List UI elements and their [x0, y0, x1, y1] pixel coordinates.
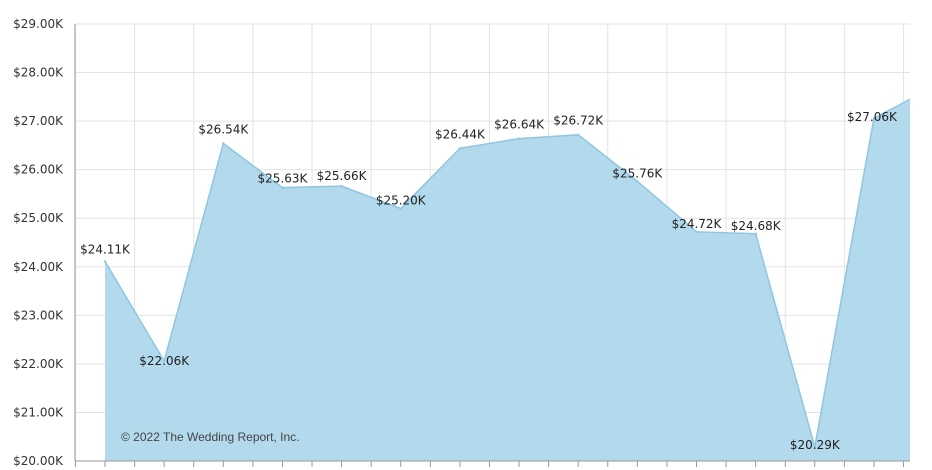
data-point	[577, 133, 580, 136]
data-label: $20.29K	[790, 438, 841, 452]
data-label: $25.63K	[258, 172, 309, 186]
y-tick-label: $27.00K	[13, 114, 64, 128]
area-fill	[105, 99, 910, 461]
data-point	[222, 142, 225, 145]
data-point	[458, 147, 462, 150]
y-tick-label: $20.00K	[13, 454, 64, 468]
y-tick-label: $21.00K	[13, 405, 64, 419]
data-label: $22.06K	[139, 354, 190, 368]
data-point	[340, 184, 343, 188]
data-point	[754, 232, 757, 235]
data-point	[103, 260, 107, 263]
y-tick-label: $23.00K	[13, 308, 64, 322]
data-label: $26.54K	[198, 122, 249, 136]
data-label: $27.06K	[847, 110, 898, 124]
area-layer	[103, 98, 911, 461]
data-point	[636, 180, 639, 183]
data-point	[399, 207, 402, 210]
data-label: $26.72K	[553, 114, 604, 128]
data-point	[517, 137, 521, 140]
data-label: $24.11K	[80, 242, 131, 256]
data-label: $24.68K	[731, 219, 782, 233]
y-tick-label: $22.00K	[13, 357, 64, 371]
data-label: $25.66K	[317, 169, 368, 183]
y-tick-label: $29.00K	[13, 17, 64, 31]
data-label: $24.72K	[672, 217, 723, 231]
data-point	[281, 186, 284, 189]
data-label: $26.44K	[435, 127, 486, 141]
data-point	[162, 359, 166, 363]
data-label: $25.76K	[612, 166, 663, 180]
y-tick-label: $25.00K	[13, 211, 64, 225]
copyright-credit: © 2022 The Wedding Report, Inc.	[121, 430, 300, 444]
data-label: $25.20K	[376, 194, 427, 208]
data-point	[813, 445, 816, 449]
data-label-layer: $24.11K $22.06K $26.54K $25.63K $25.66K $25.2…	[80, 110, 898, 452]
y-tick-label: $24.00K	[13, 260, 64, 274]
axis-layer: $20.00K $21.00K $22.00K $23.00K $24.00K $25.0…	[13, 17, 910, 468]
data-point	[872, 116, 876, 120]
data-point	[695, 230, 698, 234]
data-label: $26.64K	[494, 118, 545, 132]
y-tick-label: $28.00K	[13, 66, 64, 80]
y-tick-label: $26.00K	[13, 163, 64, 177]
